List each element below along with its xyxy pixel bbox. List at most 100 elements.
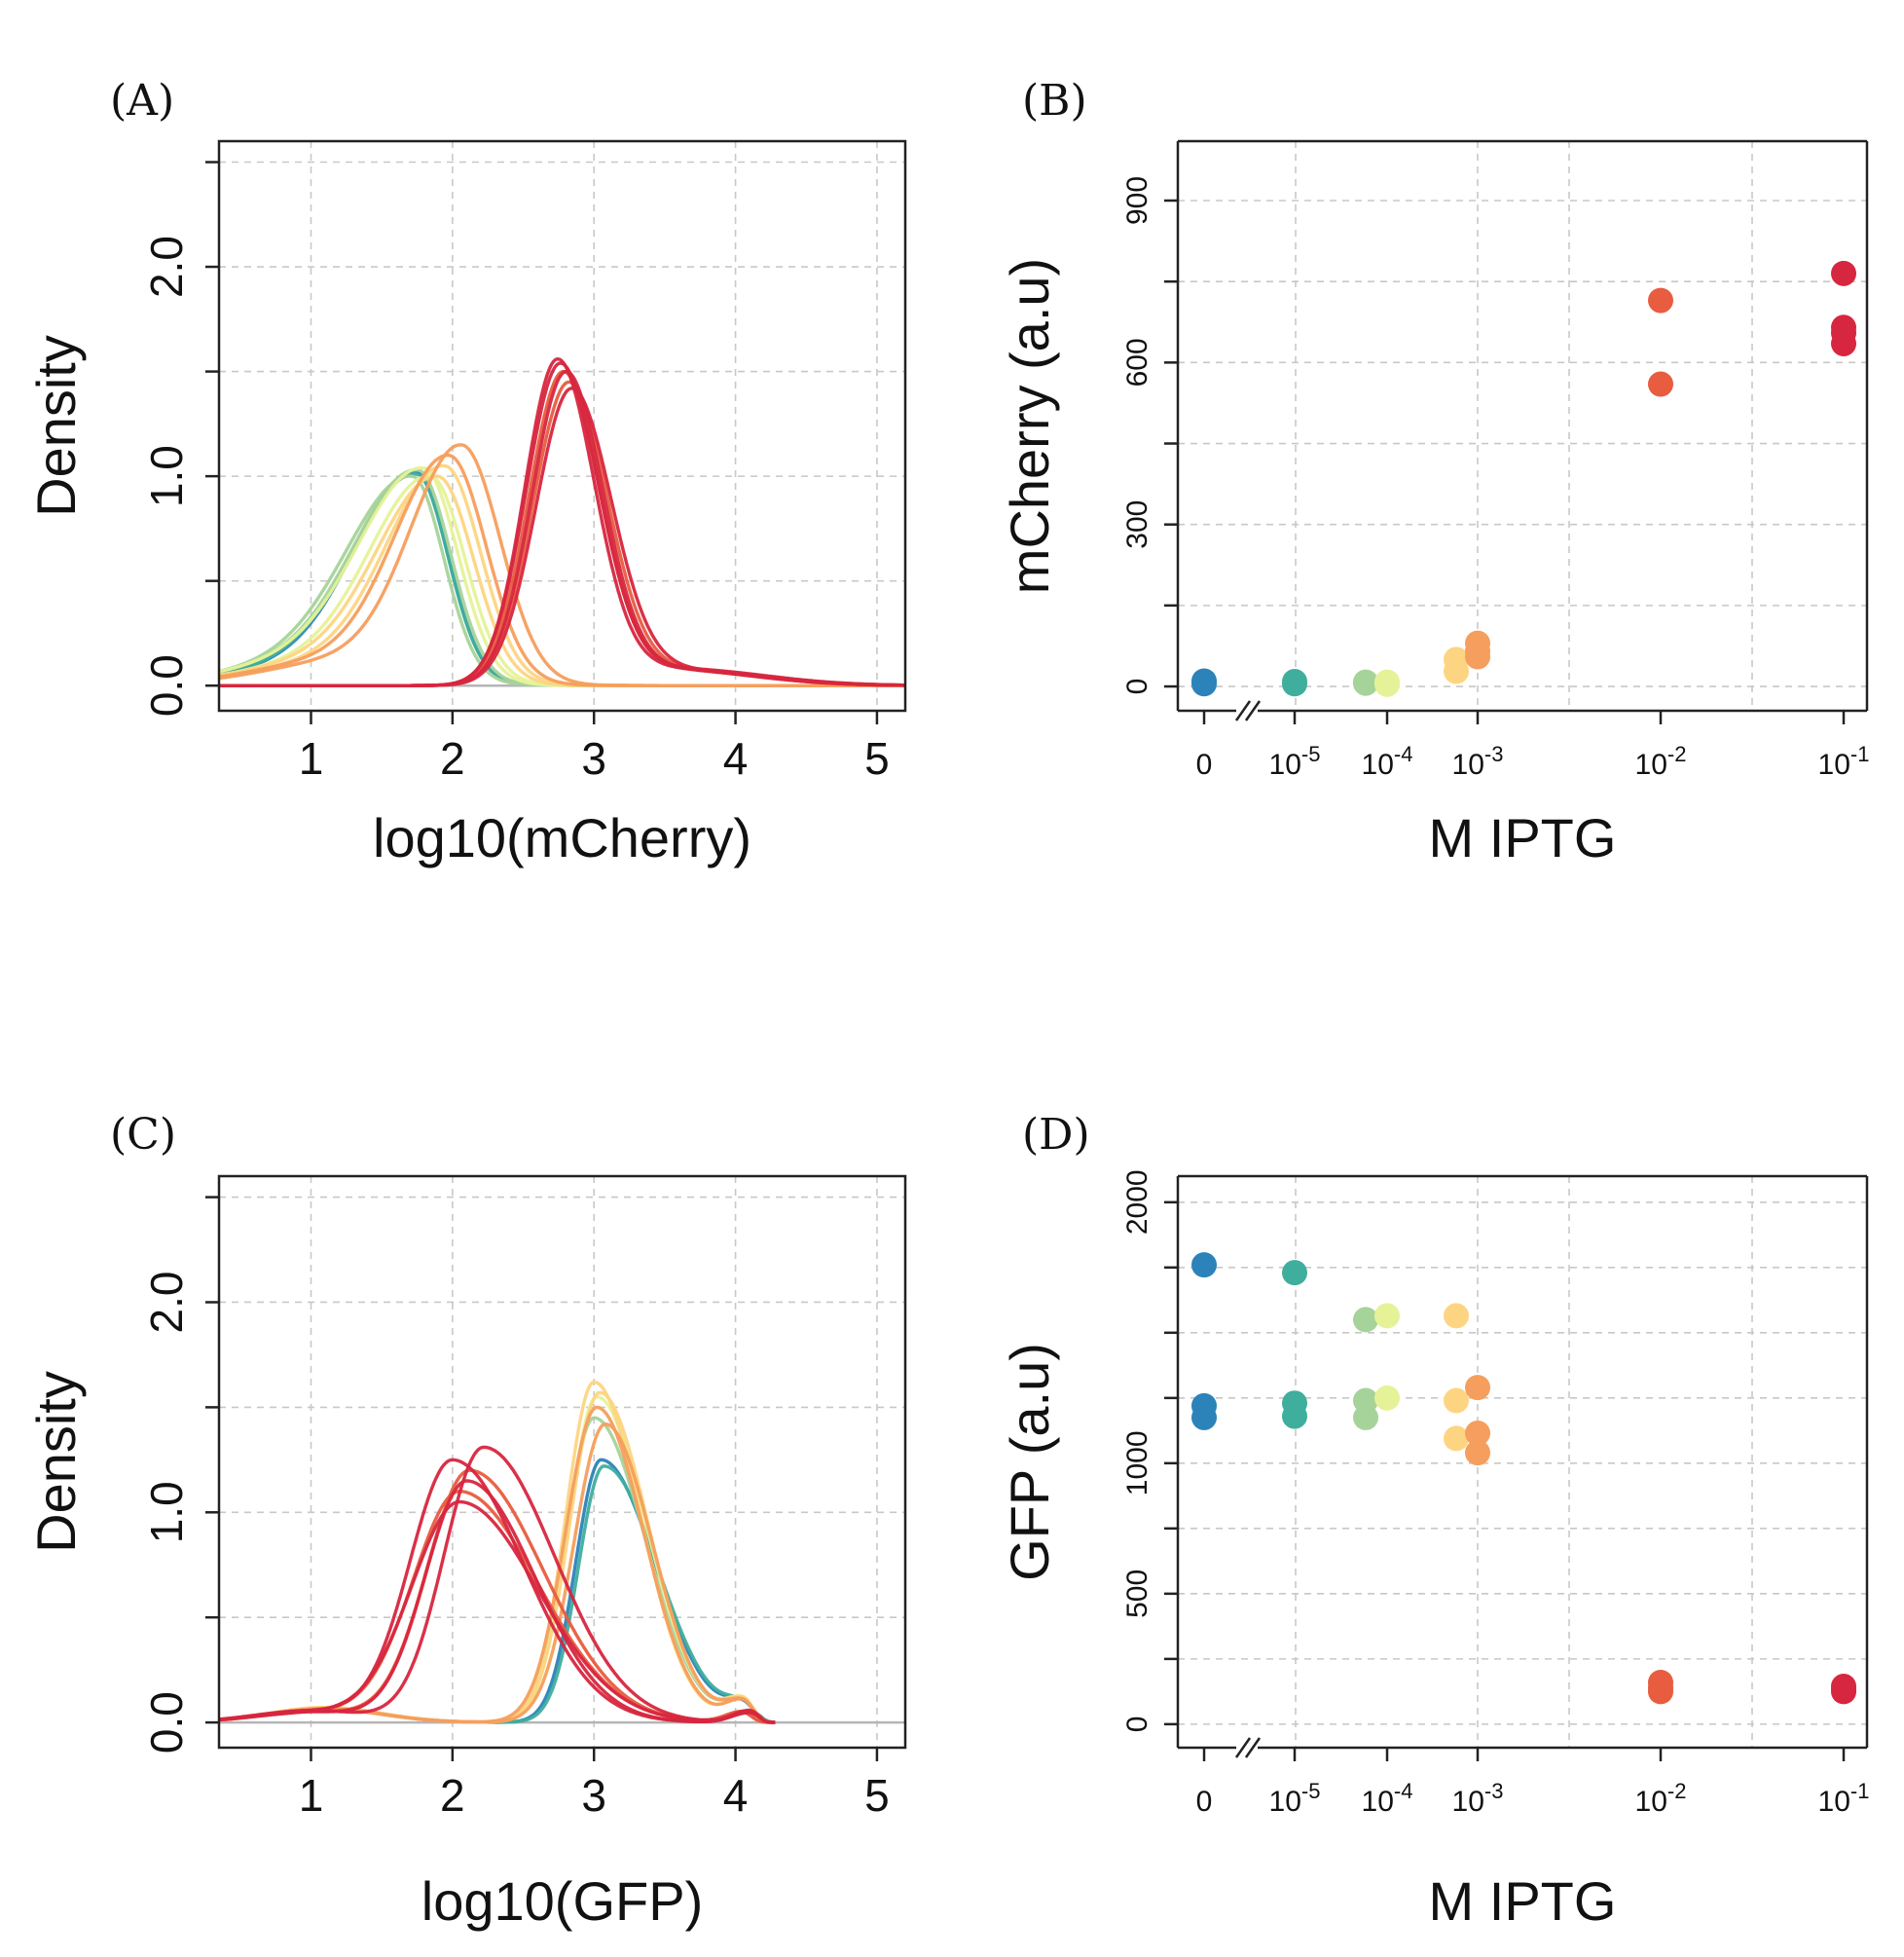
x-tick-label: 10-1 xyxy=(1818,742,1870,781)
data-point-11 xyxy=(1374,1303,1400,1329)
density-curve-10 xyxy=(218,443,906,687)
y-tick-label: 1000 xyxy=(1121,1430,1153,1495)
panel-label: (D) xyxy=(1022,1110,1090,1160)
data-point-2 xyxy=(1191,1392,1217,1419)
x-axis-title: M IPTG xyxy=(1429,807,1617,868)
data-point-8 xyxy=(1353,1387,1378,1414)
density-curve-4 xyxy=(218,1394,776,1724)
plot-frame xyxy=(217,1174,907,1750)
data-point-17 xyxy=(1465,1375,1490,1401)
x-tick-label: 10-3 xyxy=(1452,1779,1504,1818)
density-curve-9 xyxy=(218,453,906,687)
density-curve-16 xyxy=(218,387,906,687)
y-axis-title: Density xyxy=(25,1371,87,1553)
data-point-16 xyxy=(1465,1421,1490,1447)
x-axis-title: log10(GFP) xyxy=(421,1870,703,1932)
data-point-20 xyxy=(1648,1669,1673,1695)
density-curve-14 xyxy=(218,361,906,687)
x-tick-label: 4 xyxy=(723,1770,749,1821)
y-axis-title: GFP (a.u) xyxy=(999,1343,1060,1581)
data-point-6 xyxy=(1353,669,1378,695)
x-tick-label: 5 xyxy=(864,733,890,784)
panel-label: (C) xyxy=(110,1110,176,1160)
x-tick-label: 4 xyxy=(723,733,749,784)
y-tick-label: 2000 xyxy=(1121,1169,1153,1235)
axis-break-mark xyxy=(1244,1737,1262,1758)
y-tick-label: 600 xyxy=(1121,338,1153,387)
density-curve-6 xyxy=(218,1390,776,1724)
density-curve-5 xyxy=(218,465,906,687)
panel-b: 0 300 600 900 0 10-5 10-4 10-3 10-2 10-1 M IPTG mCh… xyxy=(999,76,1869,868)
density-curve-15 xyxy=(218,369,906,687)
x-tick-label: 10-5 xyxy=(1269,1779,1321,1818)
data-point-6 xyxy=(1282,1260,1307,1286)
y-tick-label: 0.0 xyxy=(141,654,192,717)
data-point-19 xyxy=(1831,260,1856,286)
axis-break-mark xyxy=(1244,700,1262,721)
axis-break-mark xyxy=(1234,700,1252,721)
x-tick-label: 2 xyxy=(440,733,465,784)
data-point-10 xyxy=(1444,646,1469,673)
x-tick-label: 10-4 xyxy=(1362,742,1413,781)
x-tick-label: 0 xyxy=(1196,749,1213,781)
x-tick-label: 1 xyxy=(299,733,324,784)
x-axis-title: M IPTG xyxy=(1429,1870,1617,1932)
data-point-18 xyxy=(1831,314,1856,341)
x-tick-label: 10-2 xyxy=(1635,742,1687,781)
x-tick-label: 10-4 xyxy=(1362,1779,1413,1818)
panel-label: (A) xyxy=(110,76,174,126)
data-point-14 xyxy=(1444,1303,1469,1329)
panel-a: 1 2 3 4 5 0.0 1.0 2.0 log10(mCherry) Density (A) xyxy=(25,76,907,868)
y-tick-label: 1.0 xyxy=(141,445,192,507)
data-point-8 xyxy=(1374,669,1400,695)
data-point-5 xyxy=(1282,1390,1307,1417)
data-point-15 xyxy=(1465,1440,1490,1466)
x-tick-label: 3 xyxy=(581,733,606,784)
density-curve-12 xyxy=(218,380,906,687)
y-tick-label: 2.0 xyxy=(141,236,192,298)
y-tick-label: 1.0 xyxy=(141,1481,192,1543)
data-point-9 xyxy=(1353,1307,1378,1333)
density-curve-8 xyxy=(218,1422,776,1724)
data-point-14 xyxy=(1648,371,1673,397)
density-curve-14 xyxy=(218,1499,776,1724)
data-point-13 xyxy=(1465,630,1490,656)
y-tick-label: 2.0 xyxy=(141,1272,192,1334)
x-tick-label: 3 xyxy=(581,1770,606,1821)
density-curve-11 xyxy=(218,369,906,687)
x-axis-title: log10(mCherry) xyxy=(373,807,751,868)
x-tick-label: 10-5 xyxy=(1269,742,1321,781)
y-tick-label: 0 xyxy=(1121,679,1153,695)
y-tick-label: 500 xyxy=(1121,1569,1153,1618)
axis-break-mark xyxy=(1234,1737,1252,1758)
data-point-23 xyxy=(1831,1674,1856,1700)
y-tick-label: 900 xyxy=(1121,176,1153,225)
y-axis-title: Density xyxy=(25,335,87,517)
y-tick-label: 0.0 xyxy=(141,1691,192,1754)
y-axis-title: mCherry (a.u) xyxy=(999,258,1060,594)
data-point-3 xyxy=(1191,1252,1217,1278)
density-curve-2 xyxy=(218,472,906,687)
x-tick-label: 10-2 xyxy=(1635,1779,1687,1818)
x-tick-label: 10-1 xyxy=(1818,1779,1870,1818)
x-tick-label: 1 xyxy=(299,1770,324,1821)
x-tick-label: 5 xyxy=(864,1770,890,1821)
data-point-2 xyxy=(1191,668,1217,694)
density-curve-4 xyxy=(218,468,906,687)
panel-c: 1 2 3 4 5 0.0 1.0 2.0 log10(GFP) Density (C) xyxy=(25,1110,907,1932)
y-tick-label: 0 xyxy=(1121,1717,1153,1733)
data-point-12 xyxy=(1444,1425,1469,1452)
x-tick-label: 10-3 xyxy=(1452,742,1504,781)
density-curve-13 xyxy=(218,357,906,687)
plot-frame xyxy=(217,139,907,713)
y-tick-label: 300 xyxy=(1121,500,1153,549)
density-curve-3 xyxy=(218,1416,776,1724)
data-point-4 xyxy=(1282,669,1307,695)
density-curve-1 xyxy=(218,470,906,687)
panel-label: (B) xyxy=(1022,76,1087,126)
x-tick-label: 0 xyxy=(1196,1786,1213,1818)
data-point-13 xyxy=(1444,1387,1469,1414)
data-point-15 xyxy=(1648,287,1673,314)
x-tick-label: 2 xyxy=(440,1770,465,1821)
